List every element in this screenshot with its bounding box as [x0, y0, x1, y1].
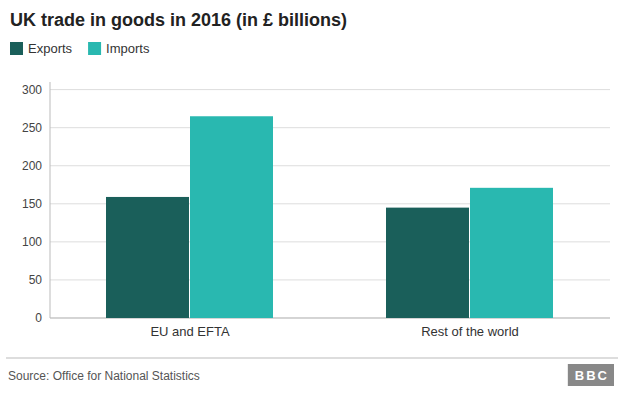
footer-rule: [6, 358, 618, 359]
x-tick-label: Rest of the world: [421, 324, 519, 339]
logo: BBC: [568, 364, 614, 386]
legend-label: Imports: [106, 41, 150, 56]
chart-svg: UK trade in goods in 2016 (in £ billions…: [0, 0, 624, 395]
y-tick-label: 100: [22, 235, 42, 249]
legend-swatch: [88, 42, 101, 55]
grid-line: [50, 127, 610, 128]
x-tick-label: EU and EFTA: [150, 324, 230, 339]
y-tick-label: 200: [22, 159, 42, 173]
bar: [106, 197, 189, 318]
legend-item: Exports: [10, 41, 73, 56]
legend-label: Exports: [28, 41, 73, 56]
y-axis-line: [50, 82, 51, 318]
legend-item: Imports: [88, 41, 150, 56]
bar: [386, 208, 469, 318]
legend-swatch: [10, 42, 23, 55]
grid-line: [50, 165, 610, 166]
y-tick-label: 150: [22, 197, 42, 211]
source-text: Source: Office for National Statistics: [8, 369, 200, 383]
y-tick-label: 0: [35, 311, 42, 325]
logo-box: [568, 364, 614, 386]
grid-line: [50, 89, 610, 90]
y-tick-label: 50: [29, 273, 43, 287]
bar: [470, 188, 553, 318]
title: UK trade in goods in 2016 (in £ billions…: [10, 10, 347, 30]
y-tick-label: 300: [22, 83, 42, 97]
y-tick-label: 250: [22, 121, 42, 135]
bar: [190, 116, 273, 318]
bars: [106, 116, 553, 318]
legend: Exports Imports: [10, 41, 150, 56]
logo-text: BBC: [575, 368, 609, 383]
chart-container: UK trade in goods in 2016 (in £ billions…: [0, 0, 624, 395]
